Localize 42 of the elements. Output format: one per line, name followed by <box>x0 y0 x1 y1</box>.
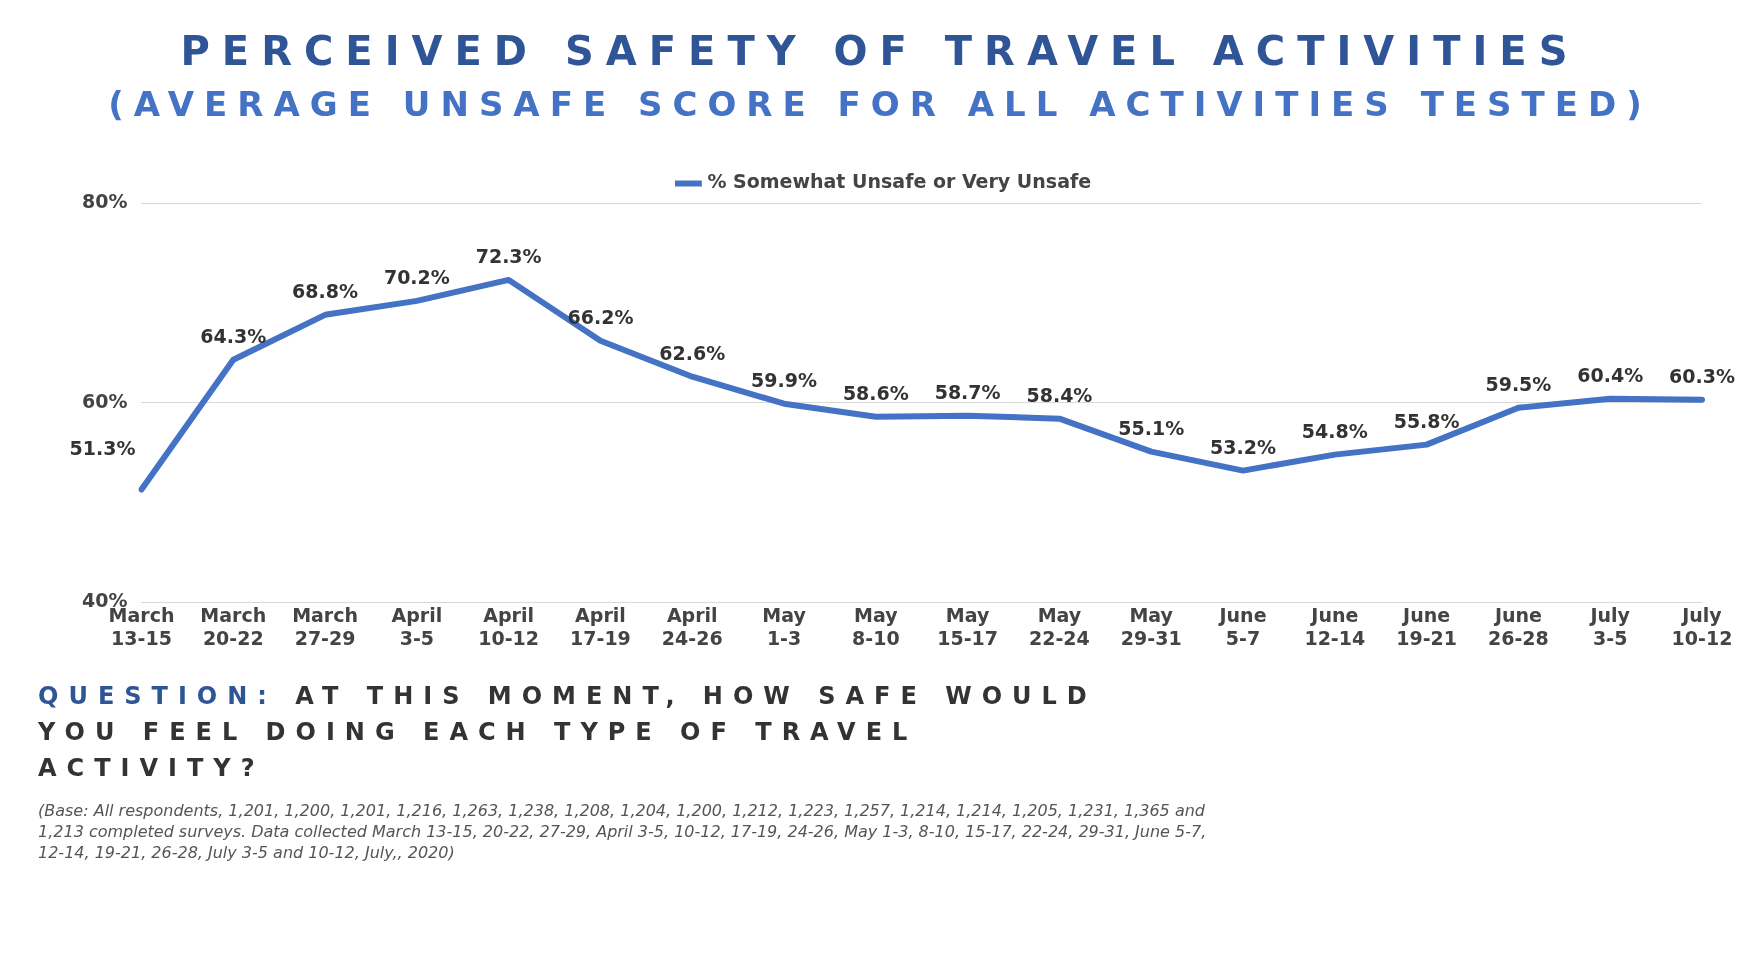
data-label: 53.2% <box>1210 436 1276 459</box>
data-label: 62.6% <box>659 342 726 365</box>
x-tick-label: April 10-12 <box>478 603 540 649</box>
x-tick-label: June 5-7 <box>1217 603 1267 649</box>
x-tick-label: July 10-12 <box>1671 603 1733 649</box>
chart-title: PERCEIVED SAFETY OF TRAVEL ACTIVITIES <box>179 27 1581 74</box>
x-tick-label: May 29-31 <box>1120 603 1182 649</box>
data-label: 60.4% <box>1577 364 1644 387</box>
data-label: 68.8% <box>292 280 359 303</box>
data-label: 58.7% <box>934 381 1001 404</box>
data-label: 60.3% <box>1669 365 1735 388</box>
data-label: 70.2% <box>383 266 450 289</box>
data-label: 59.9% <box>751 369 818 392</box>
text: QUESTION: AT THIS MOMENT, HOW SAFE WOULD YOU FEEL DOING EACH TYPE OF TRAVEL ACTIVITY? <box>38 681 1098 784</box>
data-label: 51.3% <box>69 437 136 460</box>
data-label: 55.8% <box>1393 410 1460 433</box>
data-label: 54.8% <box>1301 420 1368 443</box>
text: (Base: All respondents, 1,201, 1,200, 1,201, 1,216, 1,263, 1,238, 1,208, 1,204, 1,200, 1,212, 1,223, 1,257, 1,214, 1,214, 1,205, 1,231, 1,365 and 1,213 completed surveys. Data collected March 13-15, 20-22, 27-29, April 3-5, 10-12, 17-19, 24-26, May 1-3, 8-10, 15-17, 22-24, 29-31, June 5-7, 12-14, 19-21, 26-28, July 3-5 and 10-12, July,, 2020) <box>38 800 1208 863</box>
x-tick-label: April 24-26 <box>661 603 723 649</box>
chart-subtitle: (AVERAGE UNSAFE SCORE FOR ALL ACTIVITIES TESTED) <box>107 84 1653 124</box>
x-tick-label: June 26-28 <box>1488 603 1549 649</box>
x-tick-label: May 8-10 <box>852 603 900 649</box>
x-tick-label: July 3-5 <box>1588 603 1631 649</box>
x-tick-label: March 20-22 <box>200 603 267 649</box>
y-tick-label: 80% <box>81 189 128 212</box>
x-tick-label: May 22-24 <box>1029 603 1090 649</box>
data-label: 58.6% <box>842 382 909 405</box>
x-tick-label: April 3-5 <box>391 603 443 649</box>
x-tick-label: June 12-14 <box>1304 603 1366 649</box>
y-tick-label: 60% <box>81 389 128 412</box>
x-tick-label: June 19-21 <box>1396 603 1457 649</box>
data-label: 55.1% <box>1118 417 1185 440</box>
data-label: 66.2% <box>567 306 634 329</box>
data-label: 72.3% <box>475 245 542 268</box>
data-label: 64.3% <box>200 325 267 348</box>
data-label: 58.4% <box>1026 384 1093 407</box>
x-tick-label: May 1-3 <box>762 603 807 649</box>
data-label: 59.5% <box>1485 373 1552 396</box>
x-tick-label: May 15-17 <box>937 603 999 649</box>
legend-label: % Somewhat Unsafe or Very Unsafe <box>707 170 1092 193</box>
x-tick-label: March 27-29 <box>292 603 359 649</box>
x-tick-label: April 17-19 <box>570 603 631 649</box>
